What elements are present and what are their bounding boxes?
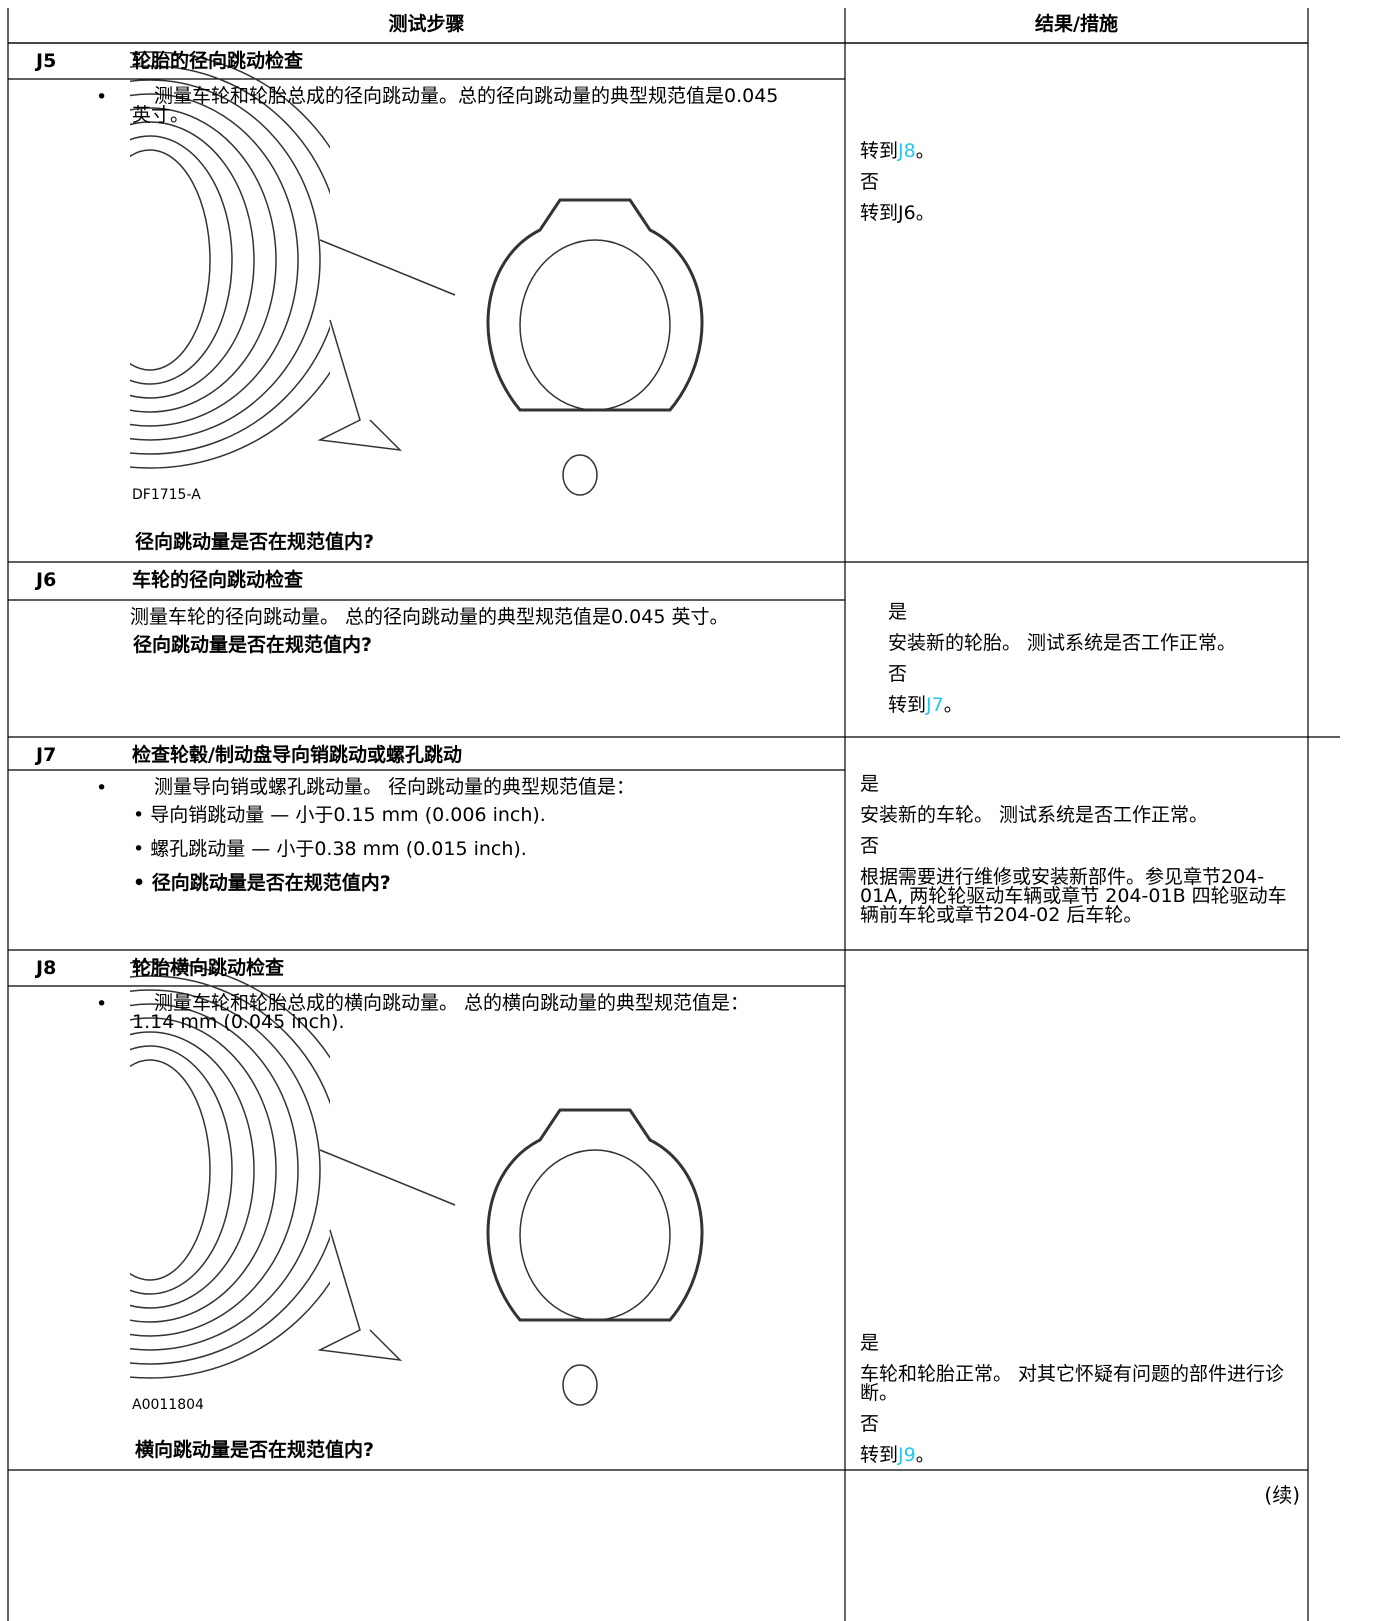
step-title: 车轮的径向跳动检查 [132, 569, 304, 591]
figure-shape [519, 1149, 671, 1321]
figure-shape [130, 135, 233, 385]
result-line: 是 [860, 1334, 1304, 1353]
figure-shape [130, 961, 330, 1379]
step-title: 轮胎的径向跳动检查 [132, 50, 304, 72]
figure-shape [130, 79, 321, 441]
result-text: 否 [860, 835, 880, 857]
figure-shape [317, 319, 403, 452]
result-text: 否 [860, 171, 880, 193]
result-line: 是 [888, 603, 1304, 622]
step-text: 测量车轮的径向跳动量。 总的径向跳动量的典型规范值是0.045 英寸。 [130, 606, 729, 628]
figure-shape [130, 1017, 277, 1323]
step-text: 测量导向销或螺孔跳动量。 径向跳动量的典型规范值是： [154, 776, 636, 798]
figure-shape [130, 1003, 299, 1337]
step-link[interactable]: J9 [898, 1444, 916, 1466]
result-line: 转到J9。 [860, 1446, 1304, 1465]
header-cell: 结果/措施 [1035, 13, 1118, 35]
result-text: 转到J6。 [860, 202, 935, 224]
result-line: 安装新的轮胎。 测试系统是否工作正常。 [888, 634, 1304, 653]
figure-label: DF1715-A [132, 487, 201, 503]
bullet: • [96, 777, 108, 799]
result-line: 转到J8。 [860, 142, 1304, 161]
figure-shape [130, 51, 330, 469]
figure-shape [317, 1229, 403, 1362]
figure-shape [130, 65, 330, 455]
step-link[interactable]: J7 [926, 694, 944, 716]
bullet: • [96, 993, 108, 1015]
rule [319, 239, 456, 296]
result-text: 车轮和轮胎正常。 对其它怀疑有问题的部件进行诊断。 [860, 1363, 1285, 1404]
result-line: 根据需要进行维修或安装新部件。参见章节204-01A, 两轮轮驱动车辆或章节 2… [860, 868, 1304, 925]
list-item: • 导向销跳动量 — 小于0.15 mm (0.006 inch). [133, 804, 546, 826]
question: 径向跳动量是否在规范值内? [135, 531, 375, 553]
step-text: 测量车轮和轮胎总成的横向跳动量。 总的横向跳动量的典型规范值是： 1.14 mm… [132, 992, 750, 1033]
result-text: 安装新的轮胎。 测试系统是否工作正常。 [888, 632, 1237, 654]
figure-shape [486, 1108, 704, 1322]
figure-shape [519, 239, 671, 411]
question: 横向跳动量是否在规范值内? [135, 1439, 375, 1461]
figure-shape [130, 93, 299, 427]
result-text: 转到 [860, 1444, 899, 1466]
result-line: 是 [860, 775, 1304, 794]
result-text: 否 [860, 1413, 880, 1435]
bullet: • [96, 86, 108, 108]
result-text: 是 [860, 1332, 880, 1354]
result-text: 安装新的车轮。 测试系统是否工作正常。 [860, 804, 1209, 826]
header-cell: 测试步骤 [388, 13, 465, 35]
result-text: 是 [860, 773, 880, 795]
result-line: 转到J7。 [888, 696, 1304, 715]
result-text: 转到 [860, 140, 899, 162]
result-line: 否 [888, 665, 1304, 684]
result-line: 否 [860, 837, 1304, 856]
step-id: J6 [36, 569, 57, 591]
figure-label: A0011804 [132, 1397, 204, 1413]
list-item: • 螺孔跳动量 — 小于0.38 mm (0.015 inch). [133, 838, 527, 860]
result-text: 。 [943, 694, 963, 716]
result-text: 否 [888, 663, 908, 685]
figure-shape [130, 1059, 211, 1281]
step-title: 轮胎横向跳动检查 [132, 957, 285, 979]
step-link[interactable]: J8 [898, 140, 916, 162]
figure-shape [130, 989, 321, 1351]
figure-shape [130, 149, 211, 371]
result-line: 车轮和轮胎正常。 对其它怀疑有问题的部件进行诊断。 [860, 1365, 1304, 1403]
question: 径向跳动量是否在规范值内? [133, 634, 373, 656]
question: • 径向跳动量是否在规范值内? [133, 872, 391, 894]
continued-note: (续) [1264, 1483, 1300, 1507]
figure-shape [562, 1364, 598, 1406]
result-line: 安装新的车轮。 测试系统是否工作正常。 [860, 806, 1304, 825]
figure-shape [130, 107, 277, 413]
figure-shape [486, 198, 704, 412]
step-id: J8 [36, 957, 57, 979]
result-text: 根据需要进行维修或安装新部件。参见章节204-01A, 两轮轮驱动车辆或章节 2… [860, 866, 1287, 926]
step-text: 测量车轮和轮胎总成的径向跳动量。总的径向跳动量的典型规范值是0.045 英寸。 [132, 85, 779, 126]
result-text: 。 [915, 140, 935, 162]
rule [319, 1149, 456, 1206]
figure-shape [562, 454, 598, 496]
result-text: 转到 [888, 694, 927, 716]
figure-shape [130, 975, 330, 1365]
result-line: 转到J6。 [860, 204, 1304, 223]
result-text: 。 [915, 1444, 935, 1466]
step-id: J7 [36, 744, 57, 766]
figure-shape [130, 121, 255, 399]
result-line: 否 [860, 173, 1304, 192]
figure-shape [130, 1045, 233, 1295]
step-id: J5 [36, 50, 57, 72]
result-line: 否 [860, 1415, 1304, 1434]
result-text: 是 [888, 601, 908, 623]
step-title: 检查轮毂/制动盘导向销跳动或螺孔跳动 [132, 744, 462, 766]
figure-shape [130, 1031, 255, 1309]
